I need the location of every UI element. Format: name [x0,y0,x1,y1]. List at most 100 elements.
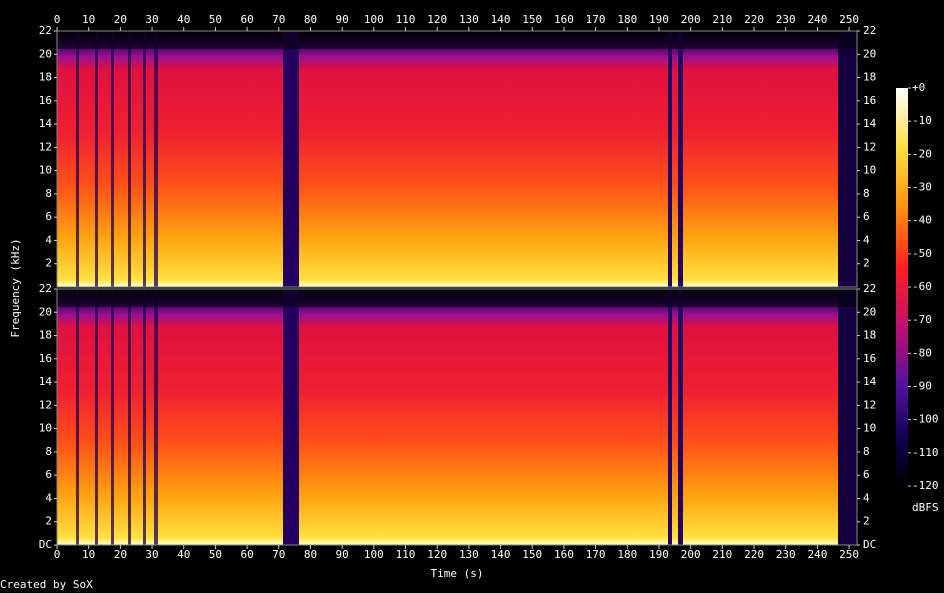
x-tick-label: 40 [177,13,190,26]
colorbar-tick-label: -50 [912,247,932,260]
x-tick-label: 70 [272,548,285,561]
x-tick-label: 210 [712,13,732,26]
y-tick-label: 20 [39,305,52,318]
y-tick-label: 16 [39,352,52,365]
y-tick-label: 6 [45,468,52,481]
x-tick-label: 0 [54,13,61,26]
x-tick-label: 200 [681,13,701,26]
y-tick-label: 18 [39,71,52,84]
x-tick-label: 220 [744,13,764,26]
x-tick-label: 90 [336,13,349,26]
y-tick-label: 8 [45,187,52,200]
plot-frame [56,30,858,288]
y-tick-label: 12 [39,140,52,153]
x-tick-label: 230 [776,548,796,561]
y-tick-label: 16 [863,94,876,107]
y-tick-label: 8 [863,187,870,200]
x-tick-label: 20 [114,548,127,561]
y-tick-label: 2 [863,257,870,270]
x-tick-label: 100 [364,548,384,561]
y-tick-label: 18 [39,329,52,342]
x-tick-label: 90 [336,548,349,561]
x-tick-label: 30 [145,13,158,26]
x-tick-label: 230 [776,13,796,26]
x-tick-label: 10 [82,13,95,26]
x-tick-label: 10 [82,548,95,561]
y-tick-label: 22 [863,24,876,37]
x-axis-label: Time (s) [431,567,484,580]
y-tick-label: 4 [863,491,870,504]
x-tick-label: 220 [744,548,764,561]
x-tick-label: 130 [459,13,479,26]
y-tick-label: 14 [39,117,53,130]
x-tick-label: 240 [807,548,827,561]
x-tick-label: 200 [681,548,701,561]
x-tick-label: 100 [364,13,384,26]
x-tick-label: 110 [396,548,416,561]
x-tick-label: 60 [240,13,253,26]
colorbar-tick-label: -100 [912,413,939,426]
x-tick-label: 30 [145,548,158,561]
x-tick-label: 130 [459,548,479,561]
x-tick-label: 210 [712,548,732,561]
y-tick-label: 10 [39,422,52,435]
x-tick-label: 120 [427,13,447,26]
x-tick-label: 180 [617,548,637,561]
x-tick-label: 80 [304,13,317,26]
y-tick-label: 6 [863,468,870,481]
x-tick-label: 50 [209,13,222,26]
y-tick-label: 4 [45,233,52,246]
y-tick-label: 22 [863,282,876,295]
x-tick-label: 170 [586,13,606,26]
x-tick-label: 160 [554,13,574,26]
x-tick-label: 190 [649,548,669,561]
x-tick-label: 170 [586,548,606,561]
colorbar-tick-label: -40 [912,214,932,227]
y-tick-label: 20 [863,47,876,60]
y-tick-label: 2 [863,515,870,528]
y-tick-label: 18 [863,71,876,84]
y-tick-label: DC [863,538,876,551]
x-tick-label: 150 [522,13,542,26]
y-tick-label: 2 [45,515,52,528]
x-tick-label: 160 [554,548,574,561]
colorbar-tick-label: -70 [912,313,932,326]
colorbar-tick-label: -120 [912,479,939,492]
x-tick-label: 40 [177,548,190,561]
y-tick-label: 8 [863,445,870,458]
colorbar-tick-label: -60 [912,280,932,293]
y-tick-label: 12 [863,398,876,411]
x-tick-label: 20 [114,13,127,26]
x-tick-label: 180 [617,13,637,26]
y-tick-label: 6 [863,210,870,223]
colorbar-tick-label: -10 [912,114,932,127]
y-tick-label: 14 [863,117,877,130]
y-tick-label: 14 [863,375,877,388]
y-tick-label: 10 [39,164,52,177]
y-tick-label: 10 [863,164,876,177]
x-tick-label: 250 [839,548,859,561]
y-tick-label: 8 [45,445,52,458]
colorbar-tick-label: -30 [912,181,932,194]
y-tick-label: 10 [863,422,876,435]
spectrogram-channel-2 [57,289,857,545]
y-tick-label: 20 [863,305,876,318]
y-tick-label: 20 [39,47,52,60]
y-tick-label: 12 [39,398,52,411]
x-tick-label: 70 [272,13,285,26]
colorbar-tick-label: -90 [912,380,932,393]
y-tick-label: 12 [863,140,876,153]
colorbar [896,88,908,486]
colorbar-tick-label: -80 [912,346,932,359]
y-tick-label: 22 [39,282,52,295]
x-tick-label: 50 [209,548,222,561]
x-tick-label: 110 [396,13,416,26]
y-tick-label: 16 [863,352,876,365]
footer: Created by SoX [0,578,93,591]
colorbar-tick-label: +0 [912,81,925,94]
x-tick-label: 60 [240,548,253,561]
x-tick-label: 0 [54,548,61,561]
x-tick-label: 250 [839,13,859,26]
